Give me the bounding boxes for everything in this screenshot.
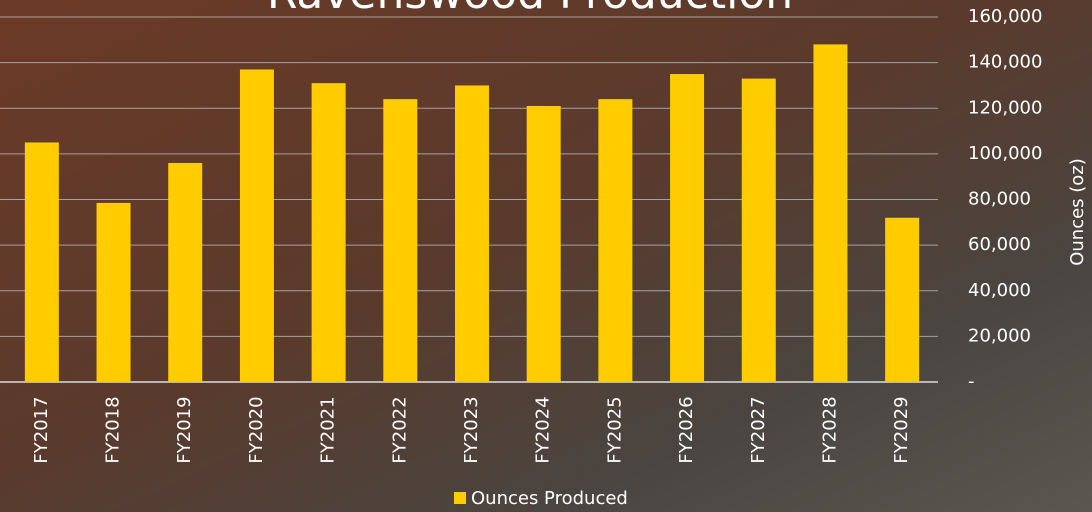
bar bbox=[239, 69, 274, 382]
legend-label: Ounces Produced bbox=[471, 488, 628, 509]
bar bbox=[670, 74, 705, 382]
bar bbox=[813, 44, 848, 382]
x-tick-label: FY2028 bbox=[819, 396, 840, 463]
bar bbox=[455, 85, 489, 382]
bar bbox=[96, 202, 131, 382]
x-tick-label: FY2025 bbox=[604, 396, 625, 463]
x-tick-label: FY2017 bbox=[31, 396, 52, 463]
chart-title: Ravenswood Production bbox=[267, 0, 793, 19]
bar bbox=[526, 105, 561, 382]
y-tick-label: 20,000 bbox=[968, 325, 1031, 346]
x-tick-label: FY2023 bbox=[461, 396, 482, 463]
x-tick-label: FY2024 bbox=[533, 396, 554, 463]
y-axis-title: Ounces (oz) bbox=[1067, 158, 1088, 266]
y-tick-label: 160,000 bbox=[968, 6, 1042, 27]
bar bbox=[741, 78, 776, 382]
x-tick-label: FY2026 bbox=[676, 396, 697, 463]
x-tick-label: FY2027 bbox=[748, 396, 769, 463]
bar bbox=[24, 142, 59, 382]
legend-swatch bbox=[454, 492, 466, 504]
bar bbox=[383, 99, 418, 382]
x-tick-label: FY2020 bbox=[246, 396, 267, 463]
bar bbox=[885, 217, 920, 382]
y-tick-label: 40,000 bbox=[968, 280, 1031, 301]
x-tick-label: FY2019 bbox=[174, 396, 195, 463]
y-tick-label: 140,000 bbox=[968, 52, 1042, 73]
bar bbox=[598, 99, 633, 382]
bar bbox=[311, 83, 346, 382]
y-tick-label: 100,000 bbox=[968, 143, 1042, 164]
bar bbox=[168, 163, 203, 382]
x-tick-label: FY2018 bbox=[103, 396, 124, 463]
x-tick-label: FY2022 bbox=[389, 396, 410, 463]
x-tick-label: FY2021 bbox=[318, 396, 339, 463]
y-tick-label: 60,000 bbox=[968, 234, 1031, 255]
y-tick-label: 80,000 bbox=[968, 189, 1031, 210]
y-tick-label: - bbox=[968, 371, 975, 392]
y-tick-label: 120,000 bbox=[968, 97, 1042, 118]
x-tick-label: FY2029 bbox=[891, 396, 912, 463]
